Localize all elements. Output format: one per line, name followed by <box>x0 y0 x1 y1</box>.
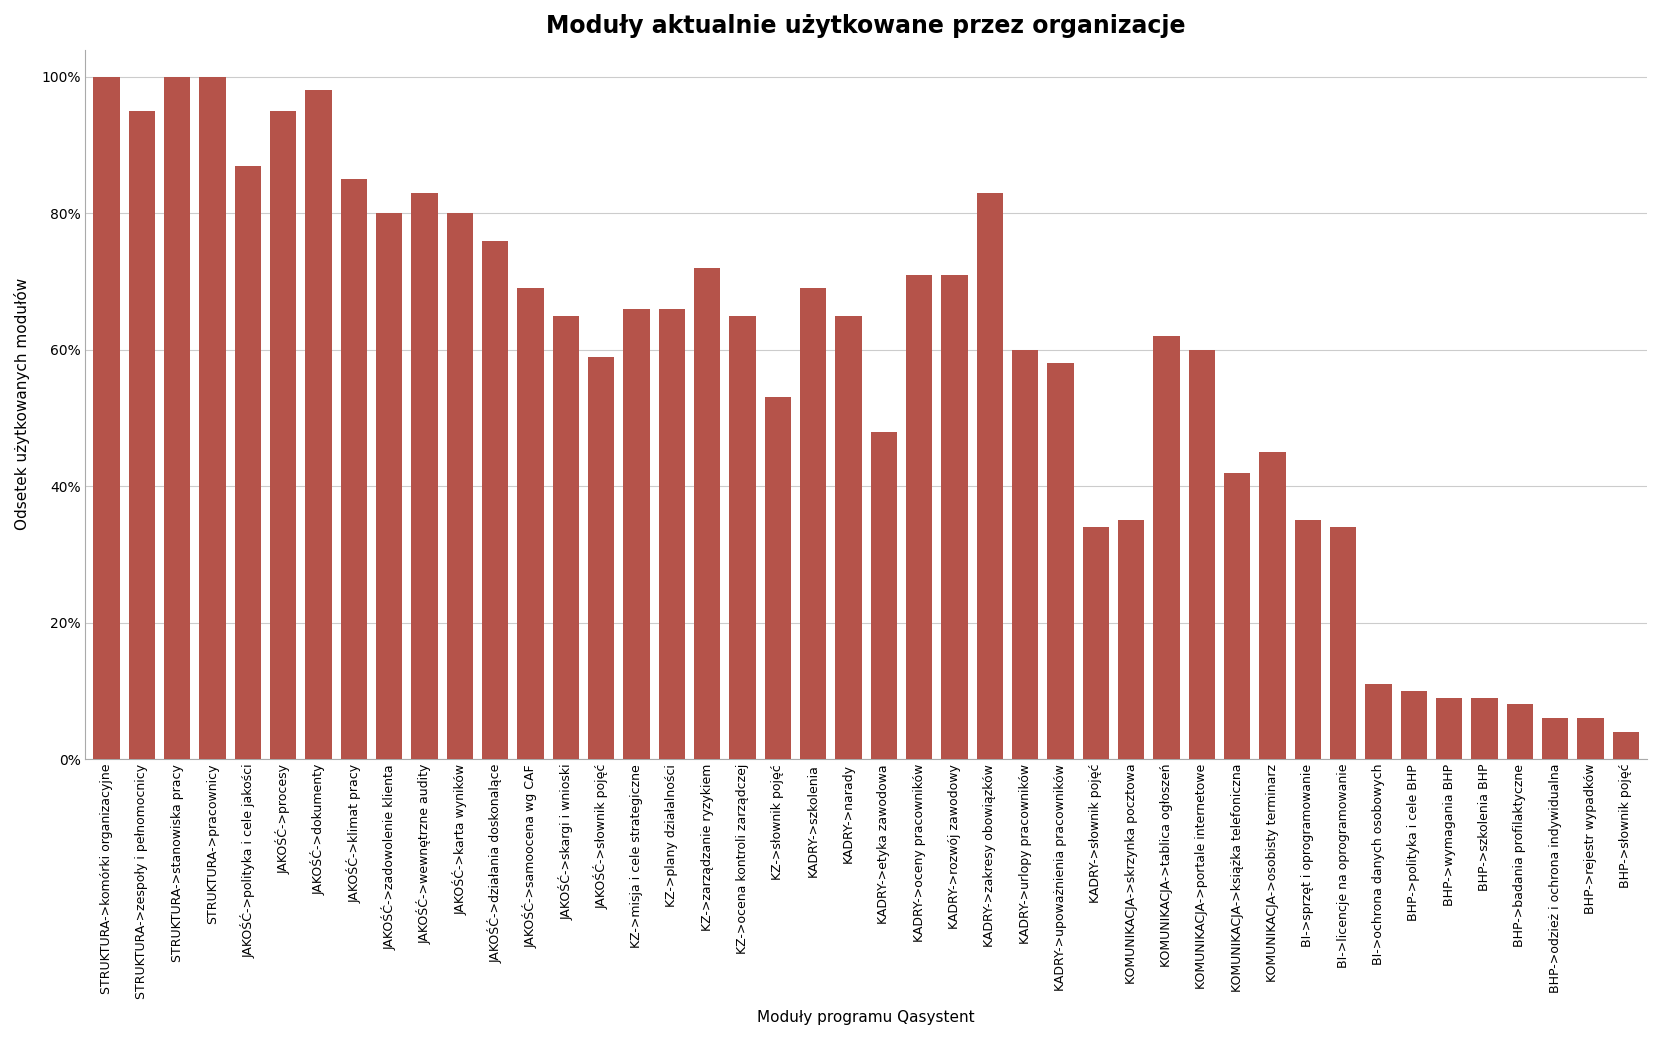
Bar <box>271 111 296 760</box>
Bar <box>128 111 154 760</box>
Bar <box>553 316 580 760</box>
Bar <box>729 316 756 760</box>
Bar <box>1012 350 1038 760</box>
Y-axis label: Odsetek użytkowanych modułów: Odsetek użytkowanych modułów <box>13 278 30 531</box>
Bar <box>977 193 1003 760</box>
Bar <box>1365 684 1392 760</box>
Bar <box>375 213 402 760</box>
Bar <box>93 77 120 760</box>
Bar <box>870 431 897 760</box>
Bar <box>447 213 473 760</box>
Bar <box>1541 718 1568 760</box>
Bar <box>412 193 439 760</box>
Bar <box>942 274 968 760</box>
Bar <box>835 316 862 760</box>
Bar <box>1048 364 1073 760</box>
Bar <box>905 274 932 760</box>
X-axis label: Moduły programu Qasystent: Moduły programu Qasystent <box>757 1010 975 1025</box>
Bar <box>1400 691 1427 760</box>
Bar <box>1507 704 1533 760</box>
Bar <box>199 77 226 760</box>
Bar <box>482 241 508 760</box>
Bar <box>659 309 684 760</box>
Bar <box>1189 350 1216 760</box>
Bar <box>1578 718 1605 760</box>
Bar <box>1330 527 1357 760</box>
Bar <box>1437 697 1462 760</box>
Bar <box>164 77 191 760</box>
Bar <box>1153 336 1179 760</box>
Bar <box>1118 521 1144 760</box>
Bar <box>1294 521 1320 760</box>
Bar <box>306 90 332 760</box>
Bar <box>1613 731 1639 760</box>
Title: Moduły aktualnie użytkowane przez organizacje: Moduły aktualnie użytkowane przez organi… <box>546 14 1186 37</box>
Bar <box>1083 527 1110 760</box>
Bar <box>623 309 649 760</box>
Bar <box>1259 452 1286 760</box>
Bar <box>341 179 367 760</box>
Bar <box>517 288 543 760</box>
Bar <box>1472 697 1498 760</box>
Bar <box>694 268 721 760</box>
Bar <box>588 356 615 760</box>
Bar <box>764 398 791 760</box>
Bar <box>801 288 827 760</box>
Bar <box>1224 473 1251 760</box>
Bar <box>234 165 261 760</box>
